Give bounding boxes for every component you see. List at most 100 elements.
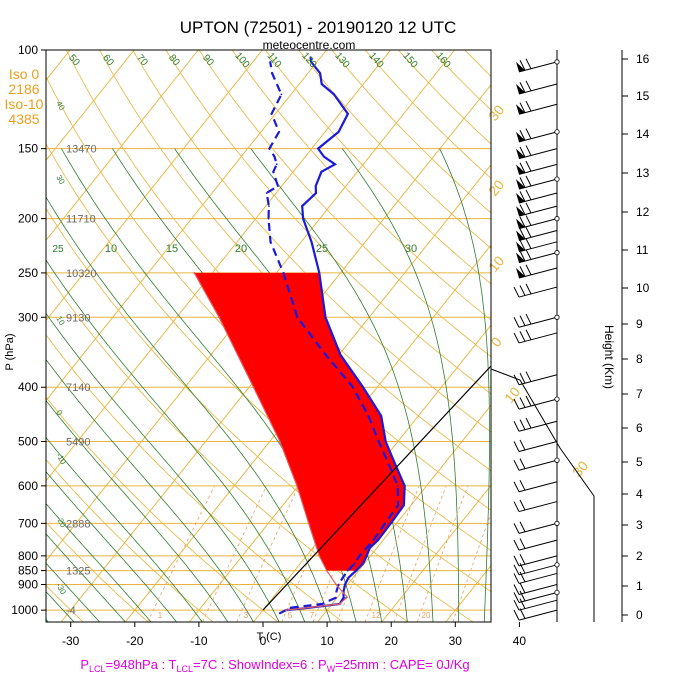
series-point-parcel [307,522,310,525]
moist-adiabat-label: 10 [105,243,117,255]
moist-adiabat-line [46,503,152,622]
wind-barb-feather [525,175,532,187]
wind-barb-feather [525,215,532,226]
wind-barb-feather [519,82,526,93]
wind-barb-feather [525,58,532,69]
temperature-axis: -30 -20 -10 0 10 20 30 40 [62,622,526,648]
series-point-temperature [337,131,340,133]
isotherm-line [381,484,491,622]
wind-barb-pennant [516,267,525,278]
wind-barb-feather [519,250,526,262]
wind-barb-feather [525,371,532,382]
series-point-temperature [318,272,321,274]
wind-barb-pennant [516,164,525,175]
series-point-parcel [338,603,341,605]
series-point-temperature [362,562,365,565]
wind-barb-feather [513,286,520,298]
series-point-dewpoint [324,353,327,356]
wind-barb-feather [525,283,532,295]
mixing-ratio-label: 12 [372,611,381,620]
reference-outline [490,368,595,622]
wind-barb [518,83,558,95]
mixing-ratio-label: 7 [310,611,315,620]
height-tick-label: 9 [636,317,643,331]
series-point-temperature [362,386,364,389]
wind-barb-feather [519,608,526,619]
wind-barb-feather [513,584,520,595]
wind-barb [518,316,558,328]
height-tick-label: 8 [636,352,643,366]
series-point-temperature [355,569,358,572]
wind-barb-feather [519,538,526,549]
isotherm-line [46,50,456,562]
mixing-ratio-label: 5 [288,611,293,620]
wind-barb-feather [519,331,526,342]
series-point-temperature [344,583,346,586]
height-axis-label: Height (Km) [602,325,616,389]
wind-barb-feather [525,128,532,139]
series-point-temperature [403,485,406,487]
series-point-parcel [252,386,255,389]
geopotential-height-label: 2888 [66,518,90,530]
series-point-dewpoint [396,485,399,487]
wind-barb-feather [519,590,526,602]
mixing-ratio-line [281,485,342,622]
footer-indices: PLCL=948hPa : TLCL=7C : ShowIndex=6 : PW… [80,657,469,674]
wind-barb-feather [513,555,520,567]
moist-adiabat-line [341,148,459,622]
temperature-tick-label: 0 [260,634,267,648]
wind-barb-feather [519,60,526,71]
series-point-temperature [342,596,345,599]
temperature-tick-label: 40 [513,634,527,648]
wind-barb [518,148,558,160]
wind-barb [518,501,558,513]
series-point-dewpoint [271,72,273,75]
series-point-dewpoint [377,440,380,443]
series-point-temperature [315,192,317,194]
moist-adiabat-label: 25 [316,243,328,255]
wind-barb-feather [519,130,526,141]
pressure-tick-label: 150 [18,142,38,156]
moist-adiabat-label: 15 [166,243,178,255]
series-point-dewpoint [267,217,270,220]
wind-barb [518,205,558,217]
wind-barb [518,61,558,73]
mixing-ratio-line [236,485,300,622]
wind-barb [518,252,558,264]
chart-title: UPTON (72501) - 20190120 12 UTC [180,18,457,37]
mixing-ratio-label: 1 [158,611,163,620]
isotherm-line [46,50,327,402]
series-point-dewpoint [384,522,386,525]
wind-barb-feather [519,162,526,173]
pressure-tick-label: 900 [18,578,38,592]
wind-barb-feather [513,523,520,534]
mixing-ratio-line [416,485,469,622]
chart-subtitle: meteocentre.com [263,38,356,52]
series-point-dewpoint [358,554,361,557]
iso10-label: Iso-10 [5,96,44,112]
series-point-dewpoint [341,576,344,579]
series-point-temperature [314,185,317,188]
wind-station-marker [554,562,560,568]
wind-barb-feather [519,562,526,574]
wind-barb-feather [513,460,520,471]
series-point-temperature [394,463,397,466]
series-point-dewpoint [354,562,356,565]
wind-barb-feather [525,145,532,156]
plot-frame [45,49,492,623]
isotherm-line [46,50,135,161]
wind-barb [518,591,558,603]
footer-tlcl-sub: LCL [177,664,194,674]
series-point-dewpoint [334,596,337,599]
moist-adiabat-line [46,312,280,622]
wind-barb-pennant [516,192,525,203]
series-point-temperature [319,72,321,75]
geopotential-height-label: 10320 [66,268,97,280]
moist-adiabat-label: 30 [405,243,417,255]
series-point-temperature [342,590,345,593]
wind-barb [518,564,558,576]
wind-barb-feather [513,441,520,452]
wind-barb-feather [513,501,520,512]
wind-barb-pennant [516,252,525,263]
wind-barb-feather [513,564,520,576]
